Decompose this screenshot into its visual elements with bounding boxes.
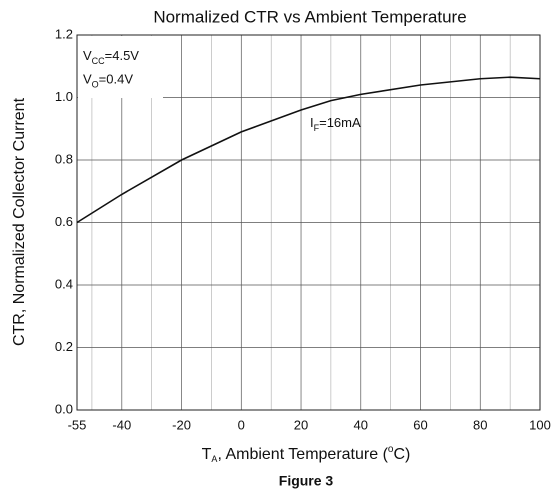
x-tick-label: 0 bbox=[238, 417, 245, 432]
annotation: VO=0.4V bbox=[83, 72, 133, 90]
x-tick-label: 60 bbox=[413, 417, 427, 432]
x-tick-label: 40 bbox=[354, 417, 368, 432]
x-tick-label: -40 bbox=[112, 417, 131, 432]
x-tick-label: 100 bbox=[529, 417, 551, 432]
annotation-part: I bbox=[310, 116, 314, 131]
annotation: VCC=4.5V bbox=[83, 48, 139, 66]
y-tick-label: 0.4 bbox=[55, 276, 73, 291]
x-tick-label: -20 bbox=[172, 417, 191, 432]
x-axis-label-part: C) bbox=[393, 446, 410, 463]
y-tick-label: 0.6 bbox=[55, 214, 73, 229]
annotation-part: =4.5V bbox=[105, 48, 140, 63]
x-tick-label: 80 bbox=[473, 417, 487, 432]
x-tick-label: -55 bbox=[68, 417, 87, 432]
x-tick-label: 20 bbox=[294, 417, 308, 432]
annotation-part: V bbox=[83, 72, 92, 87]
annotation-box bbox=[78, 36, 163, 98]
y-tick-label: 0.8 bbox=[55, 151, 73, 166]
caption: Figure 3 bbox=[279, 473, 334, 489]
y-tick-label: 0.2 bbox=[55, 339, 73, 354]
annotation-part: V bbox=[83, 48, 92, 63]
y-tick-label: 0.0 bbox=[55, 401, 73, 416]
y-axis-label: CTR, Normalized Collector Current bbox=[11, 97, 28, 346]
y-tick-label: 1.2 bbox=[55, 26, 73, 41]
annotation-part: F bbox=[314, 123, 320, 133]
x-axis-label-part: , Ambient Temperature ( bbox=[217, 446, 388, 463]
chart-title: Normalized CTR vs Ambient Temperature bbox=[153, 7, 466, 26]
x-axis-label: TA, Ambient Temperature (oC) bbox=[202, 444, 411, 465]
annotation-part: =16mA bbox=[319, 116, 361, 131]
x-axis-label-part: o bbox=[388, 444, 394, 455]
annotation-part: CC bbox=[92, 56, 105, 66]
annotation: IF=16mA bbox=[310, 116, 361, 134]
annotation-part: =0.4V bbox=[99, 72, 134, 87]
x-axis-label-part: T bbox=[202, 446, 212, 463]
x-axis-label-part: A bbox=[211, 454, 217, 464]
annotation-part: O bbox=[92, 80, 99, 90]
data-line bbox=[76, 76, 541, 224]
y-tick-label: 1.0 bbox=[55, 89, 73, 104]
